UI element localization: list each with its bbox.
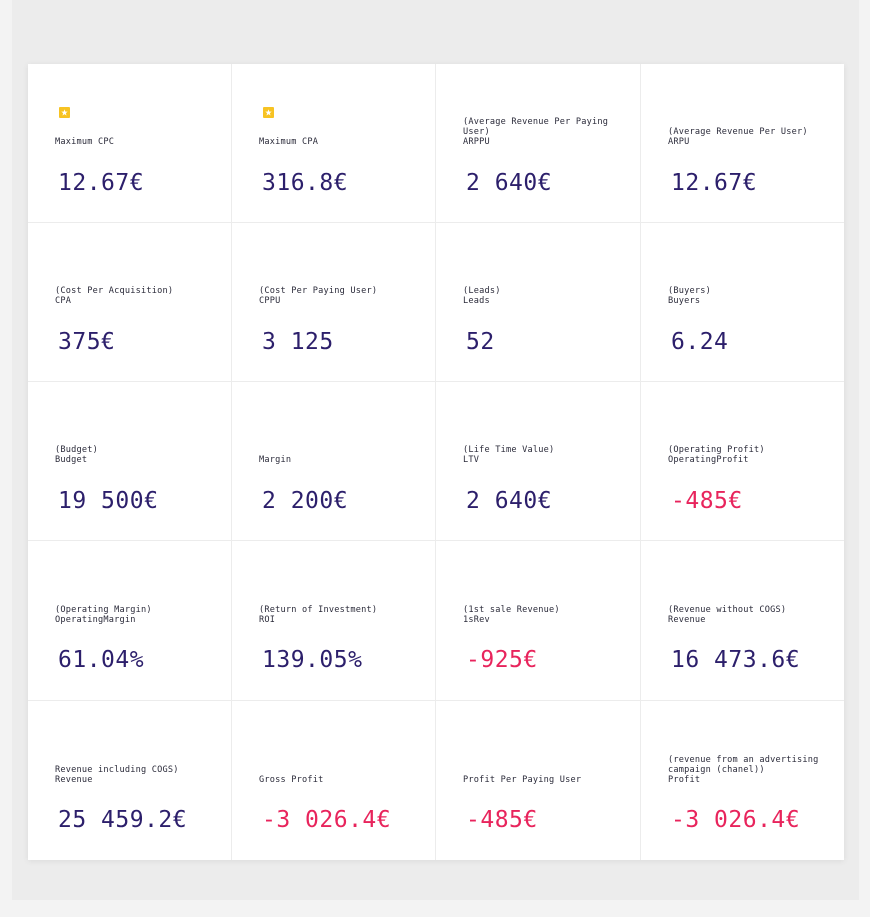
metric-label: (Return of Investment) ROI xyxy=(259,605,419,625)
metric-value: 316.8€ xyxy=(262,170,349,196)
metric-description: (Operating Profit) xyxy=(668,445,765,455)
metric-name: LTV xyxy=(463,455,480,465)
metric-description: (revenue from an advertising campaign (c… xyxy=(668,755,824,775)
metric-description: (Life Time Value) xyxy=(463,445,555,455)
metric-name: Revenue xyxy=(55,775,93,785)
metric-name: Budget xyxy=(55,455,88,465)
metric-value: -925€ xyxy=(466,647,538,673)
metric-description: (Budget) xyxy=(55,445,98,455)
metric-label: (Budget) Budget xyxy=(55,445,215,465)
metric-card: (Operating Margin) OperatingMargin 61.04% xyxy=(28,541,232,701)
metric-name: Profit xyxy=(668,775,701,785)
metric-label: (Buyers) Buyers xyxy=(668,286,828,306)
metrics-grid: Maximum CPC 12.67€ Maximum CPA 316.8€ (Avera… xyxy=(28,64,844,860)
metric-name: CPPU xyxy=(259,296,281,306)
metric-card: (Average Revenue Per Paying User) ARPPU 2 … xyxy=(436,64,641,223)
metric-description: (Average Revenue Per Paying User) xyxy=(463,117,614,137)
metric-value: 52 xyxy=(466,329,495,355)
metric-label: Revenue including COGS) Revenue xyxy=(55,765,215,785)
metric-name: Revenue xyxy=(668,615,706,625)
metric-name: OperatingMargin xyxy=(55,615,136,625)
metric-name: Maximum CPA xyxy=(259,137,319,147)
metric-card: (Leads) Leads 52 xyxy=(436,223,641,382)
metric-name: Gross Profit xyxy=(259,775,324,785)
metric-description: Revenue including COGS) xyxy=(55,765,179,775)
metric-name: Profit Per Paying User xyxy=(463,775,582,785)
metric-name: CPA xyxy=(55,296,72,306)
metric-value: -485€ xyxy=(671,488,743,514)
metric-value: 2 200€ xyxy=(262,488,349,514)
star-icon[interactable] xyxy=(59,107,70,118)
metric-name: Leads xyxy=(463,296,490,306)
metric-label: (Average Revenue Per Paying User) ARPPU xyxy=(463,117,623,147)
metric-label: (Operating Profit) OperatingProfit xyxy=(668,445,828,465)
metric-value: 12.67€ xyxy=(671,170,758,196)
metric-label: (Revenue without COGS) Revenue xyxy=(668,605,828,625)
metric-description: (Return of Investment) xyxy=(259,605,378,615)
metric-card: Profit Per Paying User -485€ xyxy=(436,701,641,860)
metric-label: Maximum CPC xyxy=(55,137,215,147)
metric-value: 25 459.2€ xyxy=(58,807,188,833)
metric-card: (Revenue without COGS) Revenue 16 473.6€ xyxy=(641,541,844,701)
metric-label: (Cost Per Acquisition) CPA xyxy=(55,286,215,306)
metric-value: 16 473.6€ xyxy=(671,647,801,673)
metric-card: Maximum CPA 316.8€ xyxy=(232,64,436,223)
metric-card: Revenue including COGS) Revenue 25 459.2€ xyxy=(28,701,232,860)
metric-description: (Cost Per Paying User) xyxy=(259,286,378,296)
metric-name: Buyers xyxy=(668,296,701,306)
metric-description: (Cost Per Acquisition) xyxy=(55,286,174,296)
metric-description: (Operating Margin) xyxy=(55,605,152,615)
metric-label: (revenue from an advertising campaign (c… xyxy=(668,755,828,785)
metric-label: Gross Profit xyxy=(259,775,419,785)
metric-name: Margin xyxy=(259,455,292,465)
metric-name: Maximum CPC xyxy=(55,137,115,147)
metric-value: -485€ xyxy=(466,807,538,833)
metric-card: Margin 2 200€ xyxy=(232,382,436,541)
metric-label: Profit Per Paying User xyxy=(463,775,623,785)
metric-value: 2 640€ xyxy=(466,170,553,196)
metric-name: OperatingProfit xyxy=(668,455,749,465)
metric-label: (Average Revenue Per User) ARPU xyxy=(668,127,828,147)
metric-description: (Buyers) xyxy=(668,286,711,296)
metric-value: 61.04% xyxy=(58,647,145,673)
metric-name: ARPU xyxy=(668,137,690,147)
metric-description: (1st sale Revenue) xyxy=(463,605,560,615)
metric-card: Maximum CPC 12.67€ xyxy=(28,64,232,223)
metric-card: (1st sale Revenue) 1sRev -925€ xyxy=(436,541,641,701)
metric-card: (Return of Investment) ROI 139.05% xyxy=(232,541,436,701)
metric-label: (Operating Margin) OperatingMargin xyxy=(55,605,215,625)
metric-name: ARPPU xyxy=(463,137,490,147)
metric-value: 6.24 xyxy=(671,329,729,355)
metric-description: (Leads) xyxy=(463,286,501,296)
metric-card: (Buyers) Buyers 6.24 xyxy=(641,223,844,382)
metric-value: 139.05% xyxy=(262,647,363,673)
star-icon[interactable] xyxy=(263,107,274,118)
metric-description: (Revenue without COGS) xyxy=(668,605,787,615)
metric-card: (Life Time Value) LTV 2 640€ xyxy=(436,382,641,541)
metric-label: (Leads) Leads xyxy=(463,286,623,306)
metric-card: (Operating Profit) OperatingProfit -485€ xyxy=(641,382,844,541)
metric-label: (Life Time Value) LTV xyxy=(463,445,623,465)
metric-value: 375€ xyxy=(58,329,116,355)
metric-label: Margin xyxy=(259,455,419,465)
metric-label: (1st sale Revenue) 1sRev xyxy=(463,605,623,625)
metric-value: 12.67€ xyxy=(58,170,145,196)
metric-value: 3 125 xyxy=(262,329,334,355)
metric-value: 19 500€ xyxy=(58,488,159,514)
metric-label: (Cost Per Paying User) CPPU xyxy=(259,286,419,306)
metric-card: (Cost Per Paying User) CPPU 3 125 xyxy=(232,223,436,382)
metric-name: ROI xyxy=(259,615,276,625)
metric-label: Maximum CPA xyxy=(259,137,419,147)
metric-card: Gross Profit -3 026.4€ xyxy=(232,701,436,860)
metric-value: -3 026.4€ xyxy=(671,807,801,833)
metric-value: 2 640€ xyxy=(466,488,553,514)
metric-card: (Average Revenue Per User) ARPU 12.67€ xyxy=(641,64,844,223)
metric-name: 1sRev xyxy=(463,615,490,625)
metric-card: (Cost Per Acquisition) CPA 375€ xyxy=(28,223,232,382)
metric-card: (Budget) Budget 19 500€ xyxy=(28,382,232,541)
metric-card: (revenue from an advertising campaign (c… xyxy=(641,701,844,860)
metric-description: (Average Revenue Per User) xyxy=(668,127,808,137)
metric-value: -3 026.4€ xyxy=(262,807,392,833)
